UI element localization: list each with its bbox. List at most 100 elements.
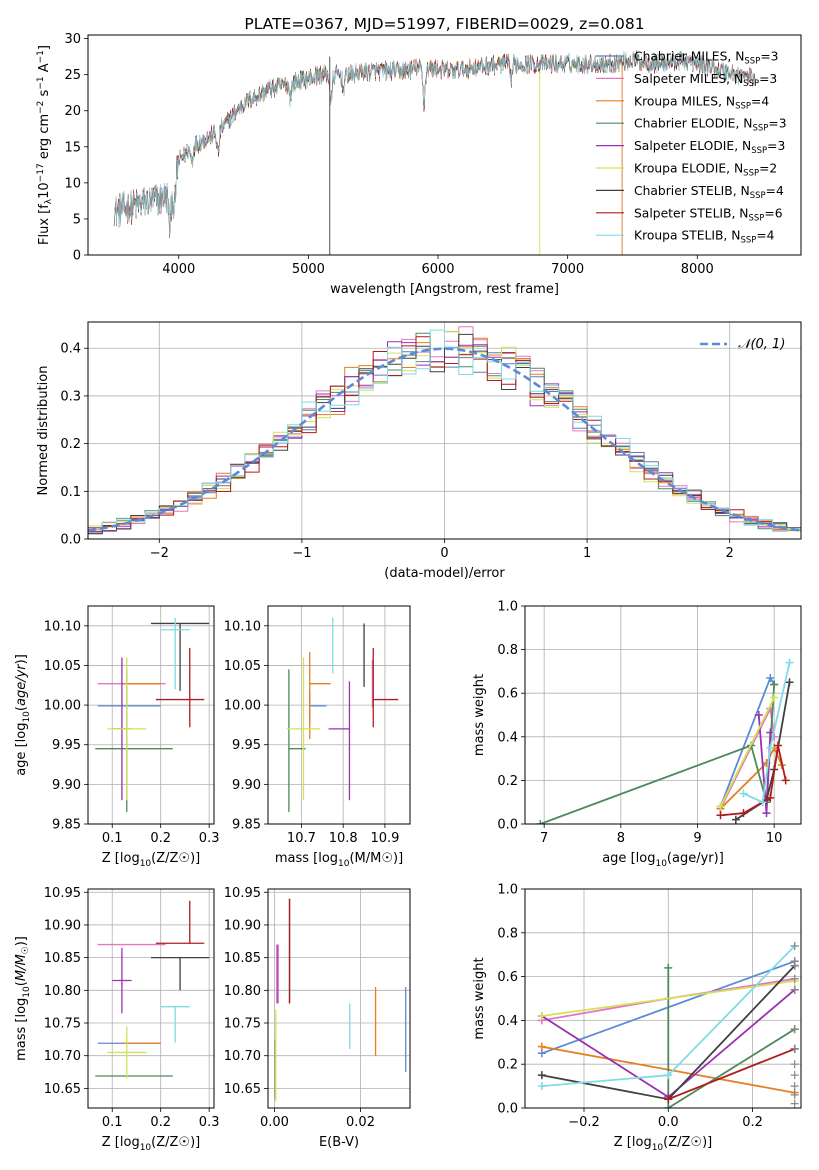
chart-title: PLATE=0367, MJD=51997, FIBERID=0029, z=0… <box>244 15 644 33</box>
axes-frame <box>267 888 411 1109</box>
legend-label-main: Kroupa ELODIE, N <box>634 162 743 176</box>
x-axis-label: age [log10(age/yr)] <box>602 851 724 869</box>
y-axis-label: Flux [fλ10−17 erg cm−2 s−1 A−1] <box>36 45 54 245</box>
x-tick-label: 0.2 <box>150 831 171 846</box>
x-tick-label: 10.7 <box>287 831 316 846</box>
histograms <box>88 326 801 537</box>
x-label-tail: (M/M☉)] <box>349 851 403 866</box>
y-tick-label: 9.90 <box>52 778 81 793</box>
y-axis-label: mass weight <box>472 674 487 756</box>
axes-frame <box>87 605 215 825</box>
y-tick-label: 0 <box>73 249 81 264</box>
edge-marker <box>790 957 799 966</box>
legend-label-main: Kroupa MILES, N <box>634 94 735 108</box>
x-tick-label: 0.1 <box>102 1115 123 1130</box>
legend-label-tail: =4 <box>766 184 784 198</box>
y-tick-label: 25 <box>64 68 81 83</box>
x-label-tail: (Z/Z☉)] <box>151 1135 200 1150</box>
legend-label-sub: SSP <box>744 57 760 67</box>
legend-label-main: Salpeter ELODIE, N <box>634 139 751 153</box>
weight-marker <box>537 1071 546 1080</box>
x-tick-label: 0.00 <box>260 1115 289 1130</box>
panel-age_vs_mass: 10.7 10.8 10.9 9.85 9.90 9.95 10.00 10.05 10.10 m… <box>224 605 411 869</box>
x-label-main: Z [log <box>614 1135 652 1150</box>
legend-label-tail: =3 <box>767 139 785 153</box>
axes-frame <box>87 888 215 1109</box>
weight-line <box>735 682 791 821</box>
x-label-sub: 10 <box>652 1143 664 1153</box>
weight-marker <box>754 711 763 719</box>
y-tick-label: 15 <box>64 140 81 155</box>
axes-frame <box>524 888 802 1109</box>
weight-marker <box>762 809 771 818</box>
y-tick-label: 10.70 <box>44 1049 81 1064</box>
weight-marker <box>716 811 725 820</box>
x-tick-label: 0.2 <box>150 1115 171 1130</box>
x-axis-label: wavelength [Angstrom, rest frame] <box>330 282 559 297</box>
y-tick-label: 5 <box>73 212 81 227</box>
x-tick-label: 2 <box>726 546 734 561</box>
weight-line <box>743 662 791 804</box>
weight-marker <box>766 743 775 752</box>
y-tick-label: 9.90 <box>232 778 261 793</box>
x-label-sub: 10 <box>140 859 152 869</box>
y-tick-label: 0.0 <box>497 1102 518 1117</box>
y-tick-label: 10.80 <box>224 984 261 999</box>
y-tick-label: 0.2 <box>497 774 518 789</box>
y-tick-label: 9.95 <box>52 738 81 753</box>
weight-line <box>539 684 776 824</box>
legend-label-main: Chabrier MILES, N <box>634 50 744 64</box>
legend-label-tail: =3 <box>768 117 786 131</box>
weight-marker <box>536 820 545 824</box>
panel-residuals: −2 −1 0 1 2 0.0 0.1 0.2 0.3 0.4 (data-model)/error… <box>36 321 802 581</box>
y-axis-label: age [log10(age/yr)] <box>14 654 32 776</box>
legend-label-sub: SSP <box>751 146 767 156</box>
weight-marker <box>537 1042 546 1051</box>
legend-label-tail: =6 <box>764 206 782 220</box>
x-label-main: age [log <box>602 851 655 866</box>
x-label-main: mass [log <box>275 851 338 866</box>
y-tick-label: 0.6 <box>497 970 518 985</box>
weight-marker <box>716 802 725 811</box>
spectrum-lines <box>113 50 756 255</box>
y-tick-label: 10.05 <box>44 659 81 674</box>
x-tick-label: 8000 <box>681 262 714 277</box>
normal-reference-curve <box>88 347 801 532</box>
x-tick-label: 1 <box>583 546 591 561</box>
histogram-series <box>88 329 801 536</box>
edge-marker <box>790 985 799 994</box>
x-tick-label: 5000 <box>292 262 325 277</box>
y-axis-label: Normed distribution <box>36 366 51 496</box>
weight-marker <box>785 658 794 667</box>
legend-label-sub: SSP <box>750 191 766 201</box>
x-tick-label: 0.3 <box>199 831 220 846</box>
x-axis-label: Z [log10(Z/Z☉)] <box>102 1135 200 1153</box>
legend-entry: Chabrier STELIB, NSSP=4 <box>634 184 784 201</box>
legend-label-sub: SSP <box>740 236 756 246</box>
legend-entry: Kroupa ELODIE, NSSP=2 <box>634 162 777 179</box>
panel-mass_vs_Z: 0.1 0.2 0.3 10.65 10.70 10.75 10.80 10.85 10.90 1… <box>14 886 219 1153</box>
x-tick-label: 10.9 <box>370 831 399 846</box>
y-axis-label: mass [log10(M/M☉)] <box>14 936 32 1061</box>
legend-entry: 𝒩(0, 1) <box>738 337 785 352</box>
x-axis-label: Z [log10(Z/Z☉)] <box>614 1135 712 1153</box>
x-tick-label: 8 <box>617 831 625 846</box>
y-tick-label: 10.85 <box>224 951 261 966</box>
x-label-main: Z [log <box>102 1135 140 1150</box>
legend-entry: Chabrier ELODIE, NSSP=3 <box>634 117 787 134</box>
y-tick-label: 10.90 <box>224 918 261 933</box>
weight-line <box>719 697 776 807</box>
edge-marker <box>790 1082 799 1091</box>
weight-marker <box>785 678 794 687</box>
weight-marker <box>781 776 790 785</box>
weight-marker <box>537 1012 546 1021</box>
weight-marker <box>770 693 779 702</box>
weight-line <box>719 675 775 807</box>
y-tick-label: 10.10 <box>44 619 81 634</box>
y-tick-label: 9.85 <box>52 818 81 833</box>
weight-marker <box>537 1082 546 1091</box>
x-tick-label: −0.2 <box>568 1115 600 1130</box>
legend-entry: Salpeter STELIB, NSSP=6 <box>634 206 783 223</box>
legend-label-main: Salpeter STELIB, N <box>634 206 749 220</box>
y-tick-label: 0.3 <box>60 389 81 404</box>
